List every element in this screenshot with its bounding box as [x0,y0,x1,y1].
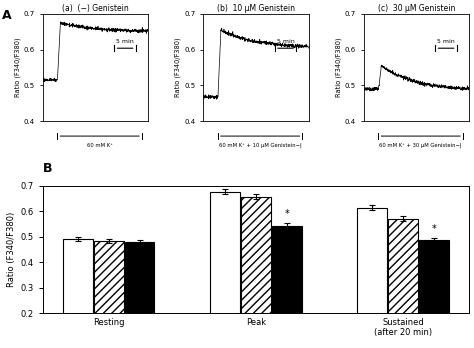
Bar [94,241,124,348]
Y-axis label: Ratio (F340/F380): Ratio (F340/F380) [7,212,16,287]
Title: (a)  (−) Genistein: (a) (−) Genistein [62,4,129,13]
Text: *: * [284,209,289,219]
Bar [272,226,301,348]
Bar [357,208,387,348]
Bar [388,219,418,348]
Bar [241,197,271,348]
Text: B: B [43,162,52,175]
Y-axis label: Ratio (F340/F380): Ratio (F340/F380) [175,38,182,97]
Bar [125,242,155,348]
Bar [419,240,449,348]
Bar [63,239,93,348]
Title: (c)  30 μM Genistein: (c) 30 μM Genistein [378,4,455,13]
Y-axis label: Ratio (F340/F380): Ratio (F340/F380) [15,38,21,97]
Text: 60 mM K⁺ + 10 μM Genistein−|: 60 mM K⁺ + 10 μM Genistein−| [219,143,301,148]
Text: 5 min: 5 min [116,39,134,44]
Text: 5 min: 5 min [437,39,455,44]
Text: 60 mM K⁺ + 30 μM Genistein−|: 60 mM K⁺ + 30 μM Genistein−| [379,143,462,148]
Text: A: A [2,9,12,22]
Title: (b)  10 μM Genistein: (b) 10 μM Genistein [217,4,295,13]
Text: *: * [432,224,437,234]
Bar [210,192,240,348]
Text: 5 min: 5 min [277,39,294,44]
Y-axis label: Ratio (F340/F380): Ratio (F340/F380) [336,38,342,97]
Text: 60 mM K⁺: 60 mM K⁺ [87,143,113,148]
